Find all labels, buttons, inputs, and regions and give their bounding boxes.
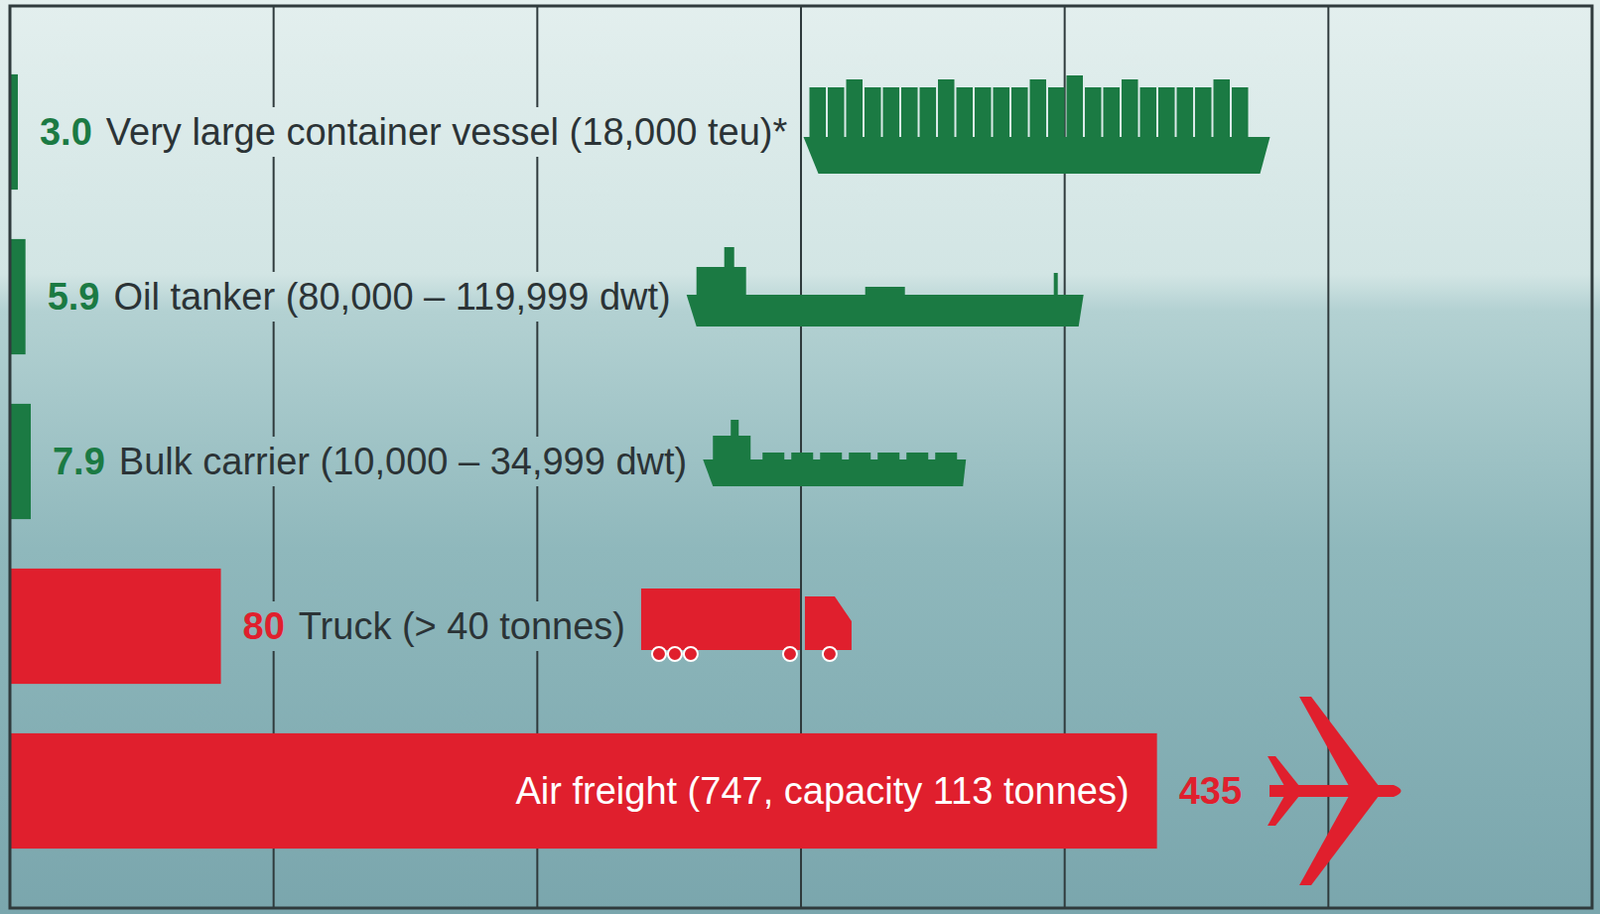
chart: Very large container vessel (18,000 teu)…: [0, 0, 1600, 914]
hull: [803, 136, 1271, 174]
deck: [865, 286, 906, 295]
label-patch: [33, 107, 99, 157]
container-stack: [1177, 87, 1195, 137]
icon-container: [803, 75, 1271, 174]
container-stack: [1011, 87, 1029, 137]
icon-tanker: [686, 247, 1084, 327]
grid-line: [1327, 5, 1330, 909]
hatch: [848, 452, 871, 461]
container-stack: [809, 87, 827, 137]
hatch: [819, 452, 842, 461]
fuselage: [1269, 785, 1402, 798]
label-patch: [1173, 766, 1248, 816]
container-stack: [974, 87, 992, 137]
bridge: [712, 435, 751, 462]
container-stack: [1103, 87, 1121, 137]
funnel: [724, 247, 735, 269]
container-stack: [1231, 87, 1249, 137]
container-stack: [901, 87, 919, 137]
icon-plane: [1267, 696, 1402, 886]
bar: [9, 403, 31, 520]
container-stack: [846, 79, 864, 137]
hatch: [934, 452, 957, 461]
hull: [702, 459, 966, 487]
hatch: [906, 452, 929, 461]
label-patch: [292, 601, 632, 652]
label-patch: [46, 436, 112, 487]
container-stack: [937, 79, 955, 137]
bar: [9, 733, 1158, 849]
funnel: [730, 419, 739, 438]
container-stack: [1121, 79, 1139, 137]
wheel: [683, 647, 698, 662]
tail: [1267, 756, 1300, 787]
wheel: [667, 647, 682, 662]
label-patch: [108, 271, 677, 322]
wing: [1299, 696, 1379, 787]
label-patch: [237, 601, 291, 652]
labels: Very large container vessel (18,000 teu)…: [33, 75, 1402, 886]
hatch: [877, 452, 900, 461]
container-stack: [1195, 87, 1212, 137]
category-label: Very large container vessel (18,000 teu)…: [106, 111, 789, 153]
category-label: Oil tanker (80,000 – 119,999 dwt): [114, 275, 671, 318]
container-stack: [883, 87, 901, 137]
container-stack: [920, 87, 937, 137]
wing: [1299, 796, 1379, 886]
container-stack: [956, 87, 974, 137]
tail: [1267, 796, 1300, 826]
container-stack: [864, 87, 882, 137]
hatch: [762, 452, 785, 461]
container-stack: [827, 87, 845, 137]
bar: [9, 239, 26, 355]
wheel: [822, 647, 837, 662]
cab: [804, 596, 852, 651]
value-label: 7.9: [52, 440, 106, 483]
label-patch: [41, 271, 107, 322]
container-stack: [1140, 87, 1158, 137]
hatch: [791, 452, 813, 461]
hull: [686, 294, 1084, 327]
label-patch: [100, 107, 795, 157]
container-stack: [993, 87, 1011, 137]
bars: [9, 74, 1158, 849]
value-label: 3.0: [39, 111, 93, 153]
bridge: [696, 266, 747, 297]
container-stack: [1030, 79, 1048, 137]
wheel: [783, 647, 798, 662]
plot-frame: [9, 5, 1593, 909]
value-label: 435: [1179, 770, 1242, 812]
wheel: [652, 647, 667, 662]
container-stack: [1213, 79, 1231, 137]
icon-bulk: [702, 419, 966, 487]
container-stack: [1084, 87, 1102, 137]
container-stack: [1048, 87, 1066, 137]
background: [0, 0, 1600, 914]
bar: [9, 568, 222, 684]
icon-truck: [641, 588, 852, 662]
container-stack: [1158, 87, 1176, 137]
trailer: [641, 588, 800, 651]
mast: [1054, 272, 1059, 295]
value-label: 5.9: [47, 275, 101, 318]
container-stack: [1066, 75, 1084, 137]
category-label: Air freight (747, capacity 113 tonnes): [515, 770, 1129, 812]
category-label: Truck (> 40 tonnes): [298, 605, 626, 648]
label-patch: [113, 436, 693, 487]
value-label: 80: [243, 605, 285, 648]
category-label: Bulk carrier (10,000 – 34,999 dwt): [119, 440, 687, 483]
